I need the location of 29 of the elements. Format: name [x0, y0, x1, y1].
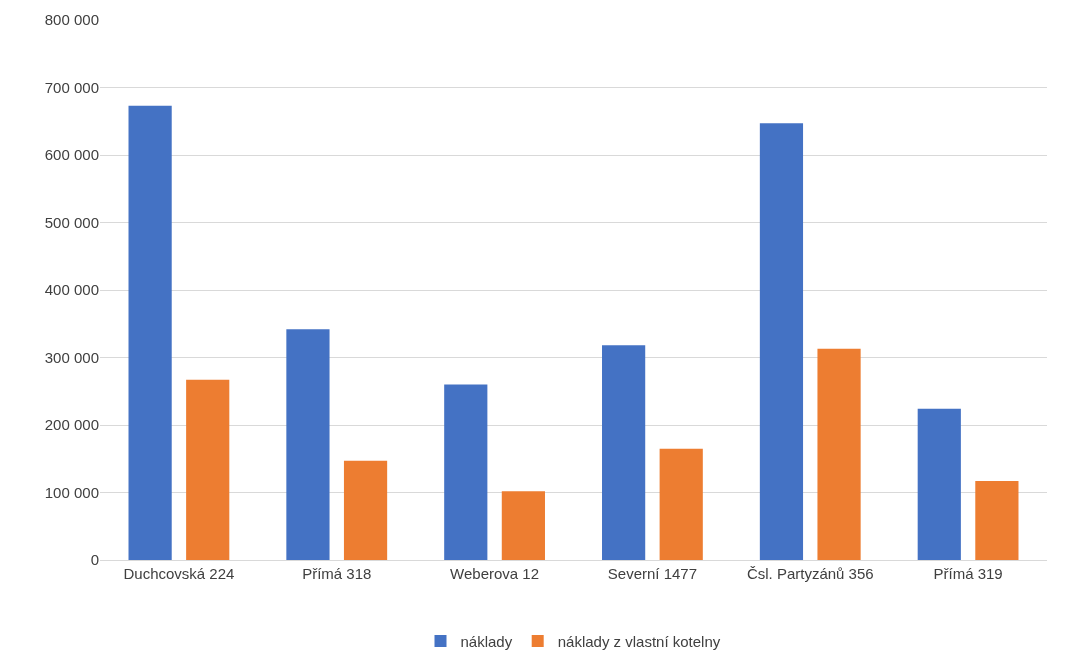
bar	[286, 329, 330, 560]
y-tick-label: 700 000	[44, 78, 99, 96]
bar	[659, 448, 703, 560]
bar	[343, 460, 388, 560]
legend-label: náklady z vlastní kotelny	[557, 632, 721, 650]
bar	[817, 348, 861, 560]
bar	[186, 379, 230, 560]
legend-label: náklady	[460, 632, 513, 650]
x-tick-label: Weberova 12	[450, 565, 540, 582]
bar	[501, 491, 545, 560]
bar	[444, 384, 488, 560]
y-tick-label: 0	[90, 551, 99, 569]
y-tick-label: 600 000	[44, 146, 99, 164]
y-tick-label: 800 000	[44, 11, 99, 29]
bar	[759, 123, 804, 560]
bar	[602, 345, 646, 560]
y-tick-label: 400 000	[44, 281, 99, 299]
x-tick-label: Přímá 319	[933, 565, 1003, 582]
bar	[128, 105, 172, 560]
y-tick-label: 200 000	[44, 416, 99, 434]
y-tick-label: 300 000	[44, 348, 99, 366]
x-tick-label: Přímá 318	[302, 565, 372, 582]
bar	[917, 408, 961, 560]
y-tick-label: 100 000	[44, 483, 99, 501]
x-tick-label: Čsl. Partyzánů 356	[746, 565, 874, 582]
bar	[975, 481, 1019, 560]
x-tick-label: Duchcovská 224	[123, 565, 235, 582]
y-tick-label: 500 000	[44, 213, 99, 231]
x-tick-label: Severní 1477	[607, 565, 698, 582]
